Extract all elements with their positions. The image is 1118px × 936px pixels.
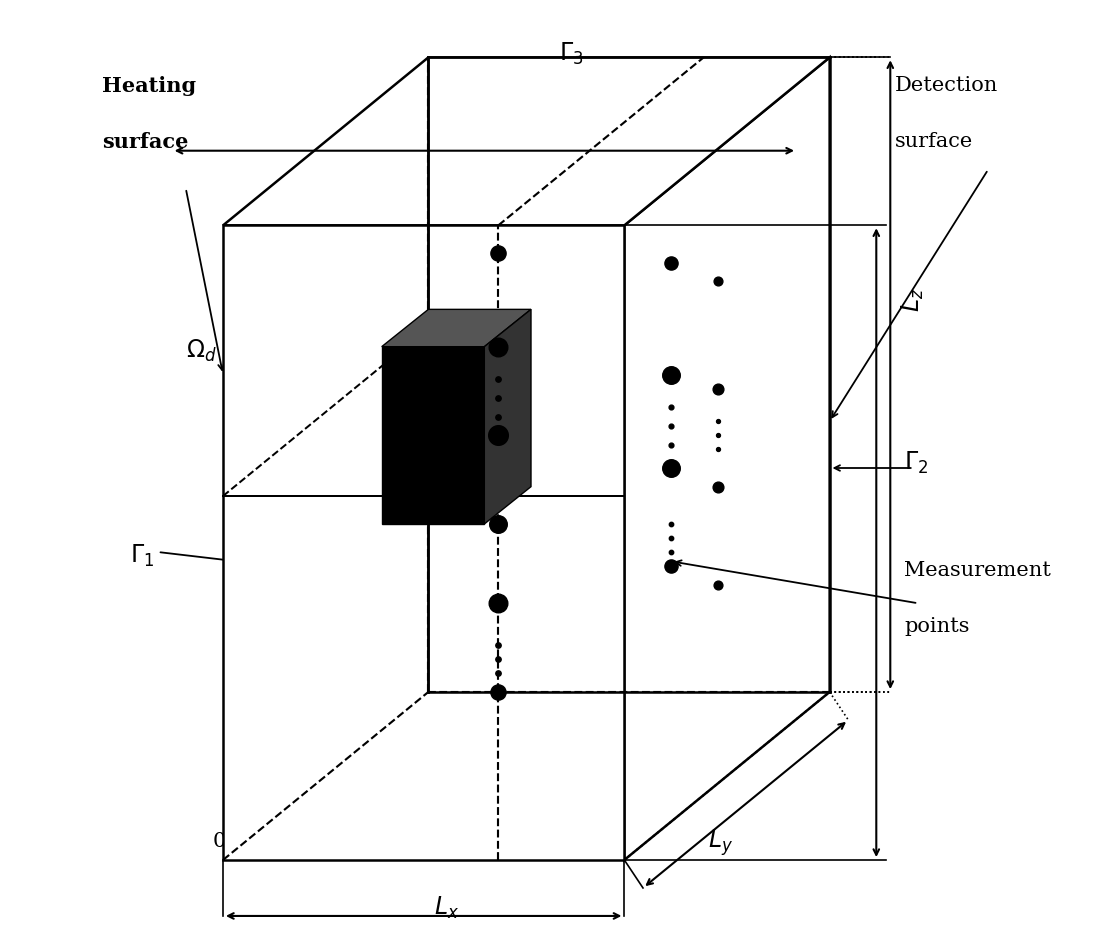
Point (490, 651, 508, 666)
Text: $y$: $y$ (370, 689, 386, 709)
Text: $x_d$: $x_d$ (445, 504, 468, 521)
Point (709, 442, 727, 457)
Point (662, 400, 680, 415)
Point (490, 517, 508, 532)
Point (662, 367, 680, 382)
Text: Measurement: Measurement (904, 562, 1051, 580)
Text: 0: 0 (212, 832, 226, 851)
Text: $z$: $z$ (241, 650, 255, 668)
Text: $d_d$: $d_d$ (459, 467, 484, 491)
Polygon shape (222, 226, 624, 860)
Point (709, 479, 727, 494)
Point (709, 578, 727, 592)
Polygon shape (381, 346, 484, 524)
Point (490, 390, 508, 405)
Text: $x$: $x$ (387, 813, 401, 832)
Text: surface: surface (102, 132, 188, 152)
Point (490, 339, 508, 354)
Polygon shape (381, 310, 531, 346)
Text: $\Gamma_1$: $\Gamma_1$ (130, 543, 154, 569)
Text: $\Omega_d$: $\Omega_d$ (186, 337, 217, 363)
Point (490, 684, 508, 699)
Point (662, 256, 680, 271)
Polygon shape (484, 310, 531, 524)
Text: $\Gamma_3$: $\Gamma_3$ (559, 40, 584, 66)
Point (662, 437, 680, 452)
Point (490, 637, 508, 652)
Text: $L_z$: $L_z$ (900, 288, 926, 312)
Point (490, 428, 508, 443)
Point (662, 418, 680, 433)
Point (662, 559, 680, 574)
Point (490, 246, 508, 261)
Text: $\Omega_n$: $\Omega_n$ (437, 687, 467, 713)
Text: $z_d$: $z_d$ (396, 402, 417, 421)
Text: $L_x$: $L_x$ (435, 895, 459, 921)
Polygon shape (222, 57, 830, 226)
Text: points: points (904, 618, 969, 636)
Point (709, 381, 727, 396)
Text: $y_d$: $y_d$ (447, 323, 470, 342)
Point (709, 428, 727, 443)
Text: surface: surface (896, 132, 973, 151)
Point (662, 517, 680, 532)
Text: $\Gamma_2$: $\Gamma_2$ (904, 449, 929, 475)
Text: Heating: Heating (102, 76, 196, 96)
Text: $L_y$: $L_y$ (709, 827, 733, 858)
Point (490, 665, 508, 680)
Polygon shape (624, 57, 830, 860)
Point (490, 596, 508, 611)
Point (662, 461, 680, 475)
Point (490, 372, 508, 387)
Point (709, 274, 727, 289)
Point (662, 545, 680, 560)
Point (709, 414, 727, 429)
Point (662, 531, 680, 546)
Text: Detection: Detection (896, 76, 998, 95)
Point (490, 409, 508, 424)
